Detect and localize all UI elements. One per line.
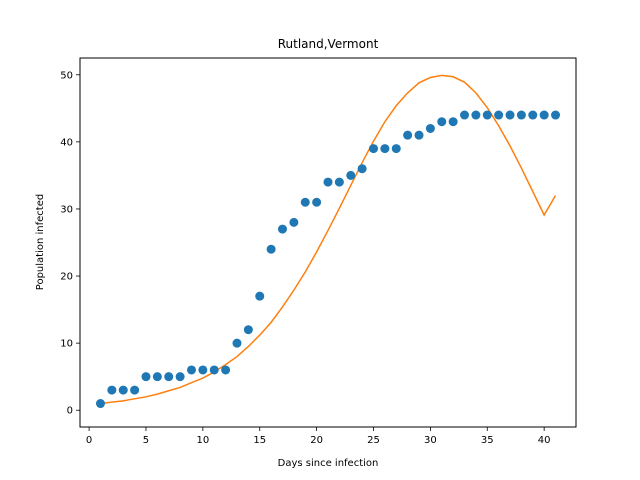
x-tick-label: 15 — [253, 435, 266, 446]
data-point — [528, 110, 538, 120]
data-point — [505, 110, 515, 120]
data-point — [141, 372, 151, 382]
data-point — [448, 117, 458, 127]
plot-area — [95, 74, 561, 409]
data-point — [232, 338, 242, 348]
x-tick-label: 0 — [86, 435, 92, 446]
data-point — [300, 197, 310, 207]
data-point — [198, 365, 208, 375]
data-point — [277, 224, 287, 234]
x-tick-label: 20 — [310, 435, 323, 446]
data-point — [357, 164, 367, 174]
x-tick-label: 40 — [538, 435, 551, 446]
data-point — [460, 110, 470, 120]
data-point — [437, 117, 447, 127]
data-point — [186, 365, 196, 375]
x-tick-label: 10 — [196, 435, 209, 446]
data-point — [323, 177, 333, 187]
data-point — [243, 325, 253, 335]
data-point — [380, 144, 390, 154]
data-point — [107, 385, 117, 395]
data-point — [414, 130, 424, 140]
data-point — [95, 399, 105, 409]
y-tick-label: 10 — [60, 339, 73, 350]
plot-frame — [79, 57, 577, 428]
chart-title: Rutland,Vermont — [278, 37, 379, 51]
data-point — [152, 372, 162, 382]
data-point — [175, 372, 185, 382]
x-tick-label: 30 — [424, 435, 437, 446]
y-tick-label: 0 — [67, 406, 73, 417]
data-point — [551, 110, 561, 120]
x-axis-label: Days since infection — [278, 458, 379, 469]
x-tick-label: 35 — [481, 435, 494, 446]
y-axis-label: Population infected — [35, 194, 46, 290]
data-point — [266, 244, 276, 254]
data-point — [130, 385, 140, 395]
y-tick-label: 40 — [60, 137, 73, 148]
data-point — [471, 110, 481, 120]
axes: 0 5 10 15 20 25 30 35 40 0 10 20 30 40 50 — [60, 70, 550, 446]
data-point — [425, 123, 435, 133]
y-tick-label: 20 — [60, 272, 73, 283]
data-point — [164, 372, 174, 382]
data-point — [516, 110, 526, 120]
data-point — [221, 365, 231, 375]
y-tick-label: 50 — [60, 70, 73, 81]
data-point — [209, 365, 219, 375]
data-point — [312, 197, 322, 207]
y-tick-label: 30 — [60, 204, 73, 215]
data-point — [369, 144, 379, 154]
series-line-1 — [100, 74, 557, 405]
data-point — [346, 170, 356, 180]
data-point — [482, 110, 492, 120]
x-tick-label: 5 — [143, 435, 149, 446]
data-point — [255, 291, 265, 301]
data-point — [118, 385, 128, 395]
data-point — [494, 110, 504, 120]
data-point — [539, 110, 549, 120]
data-point — [403, 130, 413, 140]
x-tick-label: 25 — [367, 435, 380, 446]
data-point — [334, 177, 344, 187]
data-point — [289, 217, 299, 227]
data-point — [391, 144, 401, 154]
